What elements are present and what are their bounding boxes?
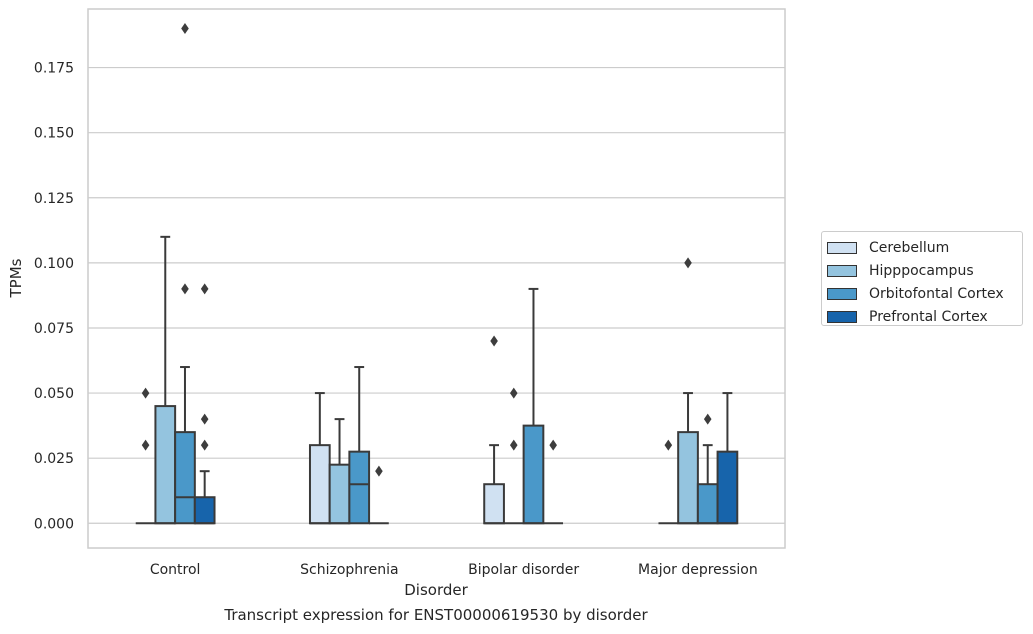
legend: Cerebellum Hipppocampus Orbitofontal Cor… [821,231,1023,326]
box-iqr [522,424,545,525]
box-iqr [696,483,719,525]
x-axis-title: Disorder [404,581,468,599]
y-tick-label: 0.025 [34,451,74,467]
box-iqr [483,483,505,525]
legend-label-prefrontal-cortex: Prefrontal Cortex [869,308,988,325]
box-bipolar-disorder-hipppocampus [503,387,524,525]
outlier-point [684,257,692,269]
legend-swatch-hippocampus [827,264,857,277]
grid-lines [88,66,785,524]
outlier-point [703,413,712,425]
box-schizophrenia-prefrontal-cortex [369,465,389,525]
box-iqr [174,431,196,525]
box-major-depression-prefrontal-cortex [716,392,739,525]
y-axis-ticks: 0.000 0.025 0.050 0.075 0.100 0.125 0.150 0.175 [34,61,74,533]
figure-caption: Transcript expression for ENST0000061953… [224,606,648,624]
outlier-point [375,465,383,477]
outlier-point [141,439,150,451]
box-control-cerebellum [135,387,156,525]
legend-swatch-prefrontal-cortex [827,310,857,323]
y-tick-label: 0.175 [34,61,74,77]
box-iqr [154,405,177,525]
outlier-point [509,439,518,451]
outlier-point [664,439,673,451]
y-axis-title: TPMs [7,258,25,298]
outlier-point [181,23,189,35]
box-plot-marks [135,23,739,525]
box-iqr [308,444,331,525]
y-tick-label: 0.125 [34,191,74,207]
box-bipolar-disorder-cerebellum [483,335,505,525]
box-bipolar-disorder-orbitofontal-cortex [522,287,545,525]
x-tick-label-bipolar-disorder: Bipolar disorder [468,562,579,578]
legend-item-orbitofrontal-cortex: Orbitofontal Cortex [827,282,1022,305]
outlier-point [509,387,518,399]
outlier-point [549,439,557,451]
box-schizophrenia-orbitofontal-cortex [348,366,371,525]
box-bipolar-disorder-prefrontal-cortex [543,439,564,525]
box-control-orbitofontal-cortex [174,23,196,525]
box-major-depression-orbitofontal-cortex [696,413,719,525]
box-iqr [716,450,739,525]
outlier-point [490,335,498,347]
plot-frame [87,8,786,549]
box-iqr [677,431,699,525]
box-major-depression-cerebellum [658,439,679,525]
y-tick-label: 0.100 [34,256,74,272]
x-tick-label-control: Control [150,562,201,578]
outlier-point [200,283,209,295]
legend-swatch-orbitofrontal-cortex [827,287,857,300]
outlier-point [181,283,189,295]
x-tick-label-major-depression: Major depression [638,562,758,578]
y-tick-label: 0.075 [34,321,74,337]
legend-item-hippocampus: Hipppocampus [827,259,1022,282]
outlier-point [200,439,209,451]
legend-label-orbitofrontal-cortex: Orbitofontal Cortex [869,285,1004,302]
box-schizophrenia-hipppocampus [328,418,351,525]
box-control-prefrontal-cortex [193,283,216,525]
legend-item-prefrontal-cortex: Prefrontal Cortex [827,305,1022,328]
box-major-depression-hipppocampus [677,257,699,525]
legend-label-hippocampus: Hipppocampus [869,262,974,279]
legend-item-cerebellum: Cerebellum [827,236,1022,259]
box-schizophrenia-cerebellum [308,392,331,525]
legend-label-cerebellum: Cerebellum [869,239,950,256]
box-iqr [348,450,371,525]
y-tick-label: 0.150 [34,126,74,142]
outlier-point [141,387,150,399]
x-tick-label-schizophrenia: Schizophrenia [300,562,398,578]
y-tick-label: 0.050 [34,386,74,402]
legend-swatch-cerebellum [827,241,857,254]
box-iqr [328,463,351,525]
box-iqr [193,496,216,525]
outlier-point [200,413,209,425]
x-axis-ticks: Control Schizophrenia Bipolar disorder Majo… [150,562,758,578]
y-tick-label: 0.000 [34,516,74,532]
box-control-hipppocampus [154,235,177,525]
